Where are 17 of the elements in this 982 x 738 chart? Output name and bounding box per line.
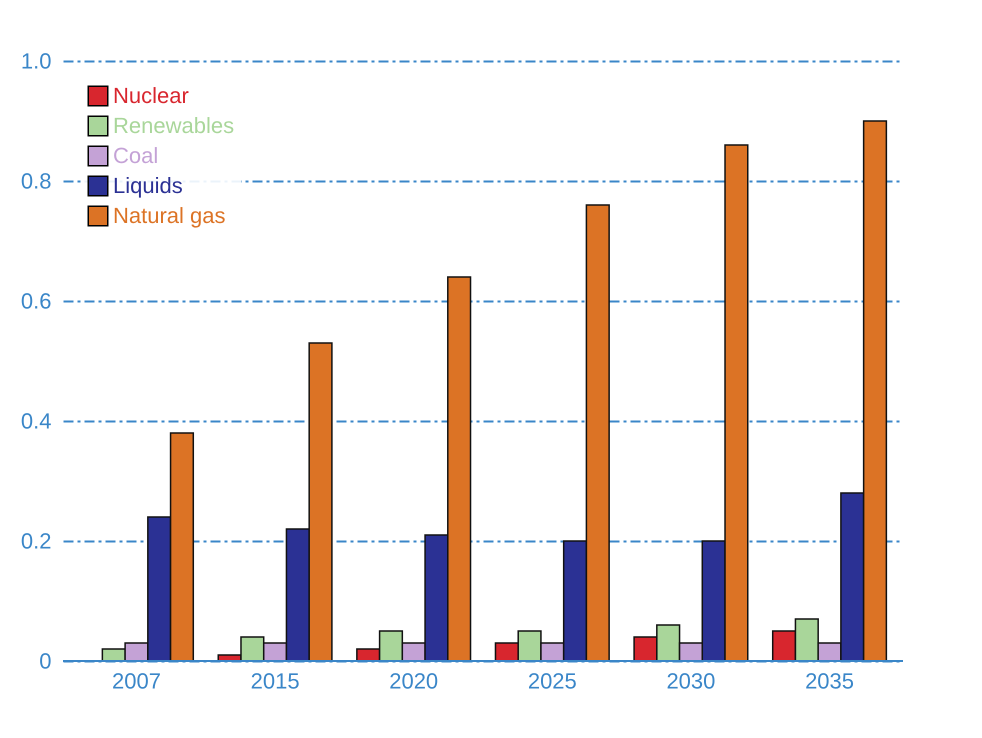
legend-label: Renewables [113,113,234,138]
y-tick-label: 0 [39,648,52,674]
y-tick-label: 0.6 [20,288,52,314]
x-tick-label: 2030 [666,668,716,694]
legend-label: Liquids [113,173,183,198]
x-tick-label: 2007 [112,668,161,694]
legend-label: Natural gas [113,203,226,228]
legend-label: Nuclear [113,83,189,108]
y-tick-label: 0.4 [20,408,52,434]
y-tick-label: 1.0 [20,48,52,74]
x-tick-label: 2020 [389,668,438,694]
x-tick-label: 2035 [805,668,854,694]
legend-label: Coal [113,143,158,168]
y-tick-label: 0.2 [20,528,52,554]
x-tick-label: 2025 [528,668,577,694]
y-tick-label: 0.8 [20,168,52,194]
x-tick-label: 2015 [250,668,300,694]
